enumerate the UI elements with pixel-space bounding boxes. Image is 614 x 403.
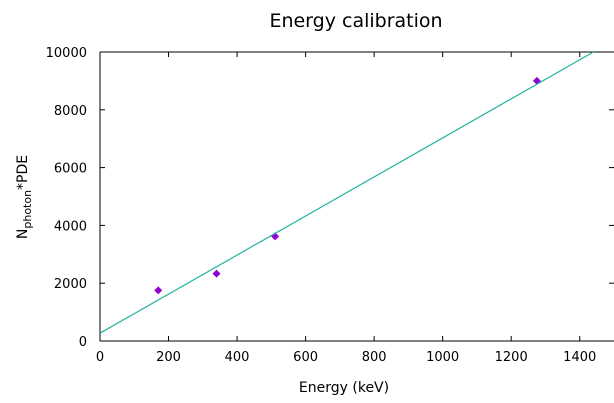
y-tick-label: 0: [79, 335, 87, 350]
ticks-layer: 0 200 400 600 800 1000 1200 1400 0 2000 4000 6000 80…: [46, 46, 614, 365]
y-tick-label: 2000: [54, 277, 87, 292]
y-axis-label-suffix: *PDE: [15, 155, 31, 190]
chart-title: Energy calibration: [269, 10, 442, 32]
y-tick-label: 4000: [54, 219, 87, 234]
fit-line: [99, 51, 594, 334]
x-tick-label: 1000: [426, 350, 459, 365]
y-axis-label-subscript: photon: [21, 190, 34, 229]
y-axis-label: Nphoton*PDE: [15, 155, 34, 239]
y-tick-label: 6000: [54, 162, 87, 177]
x-tick-label: 400: [225, 350, 250, 365]
series-layer: [99, 51, 594, 334]
data-point: [212, 269, 221, 278]
x-tick-label: 1200: [495, 350, 528, 365]
x-tick-label: 0: [96, 350, 104, 365]
y-tick-label: 8000: [54, 104, 87, 119]
x-tick-label: 1400: [563, 350, 596, 365]
x-tick-label: 600: [293, 350, 318, 365]
plot-frame-layer: [99, 51, 614, 342]
y-tick-label: 10000: [46, 46, 87, 61]
x-tick-label: 200: [156, 350, 181, 365]
y-axis-label-base: N: [15, 229, 31, 239]
x-axis-label: Energy (keV): [299, 380, 389, 396]
x-tick-label: 800: [362, 350, 387, 365]
data-point: [154, 286, 163, 295]
